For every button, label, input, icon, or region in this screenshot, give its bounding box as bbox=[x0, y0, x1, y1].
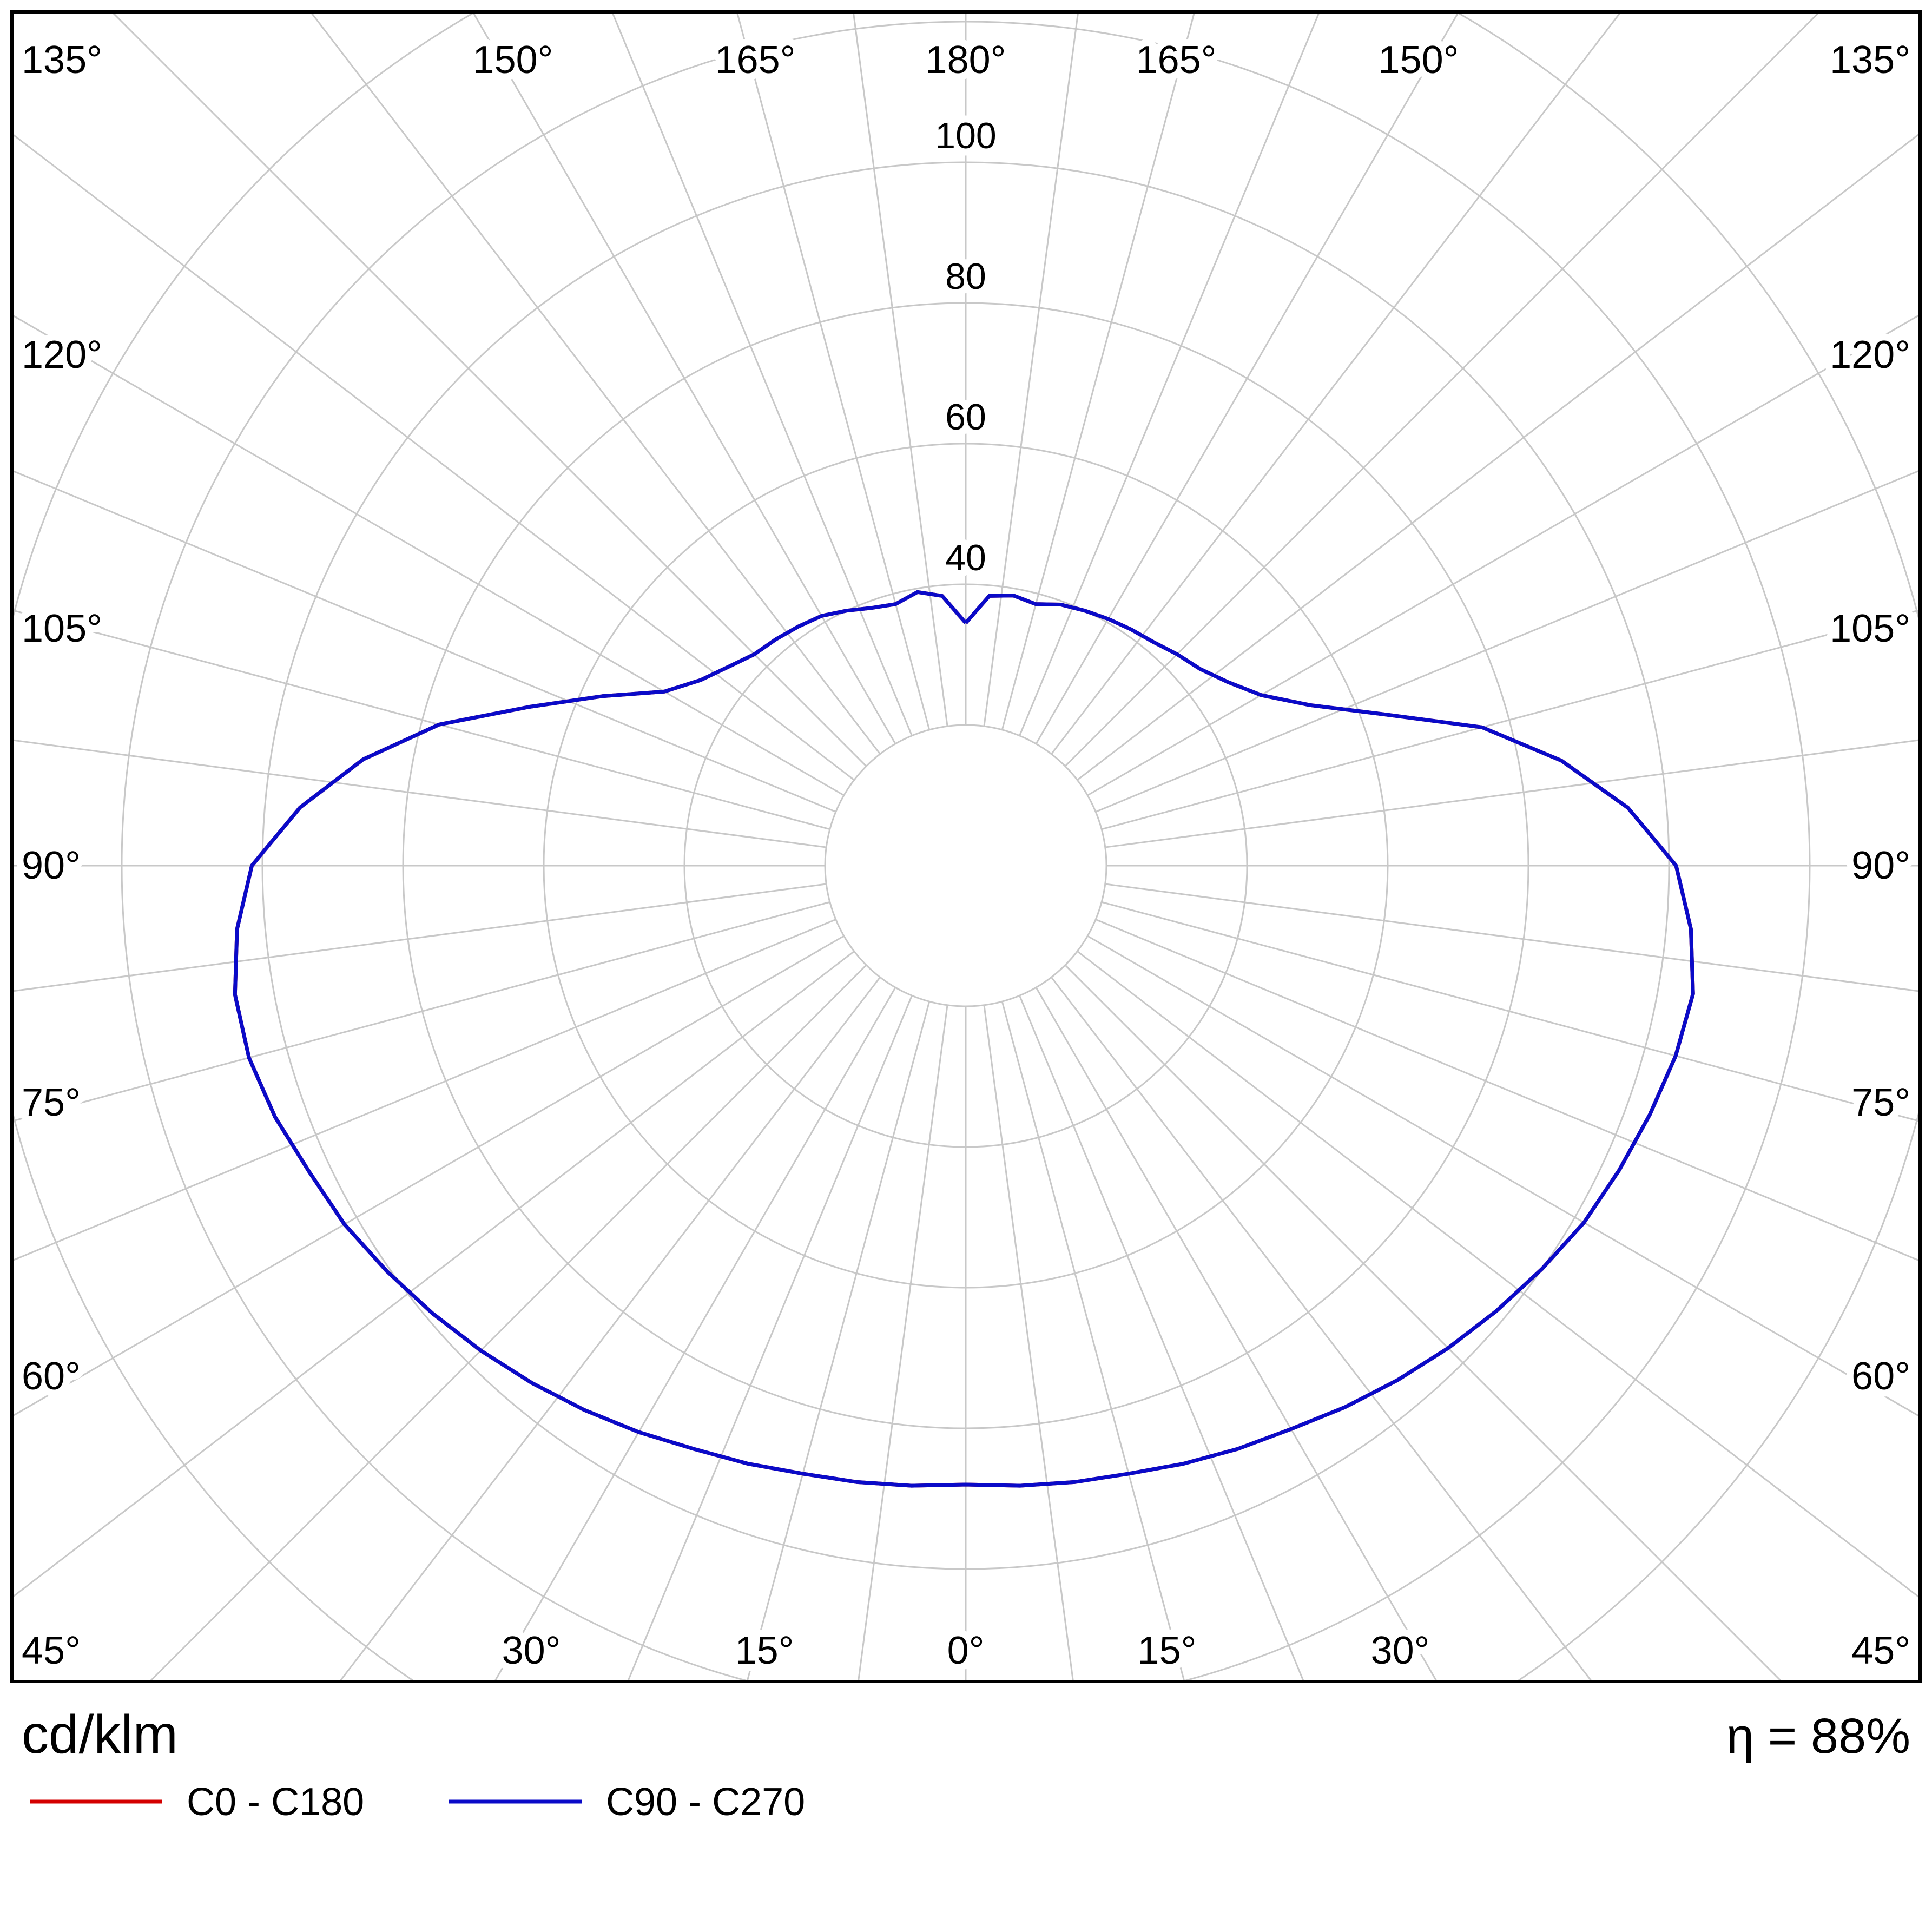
grid-ray bbox=[340, 977, 881, 1680]
grid-ray bbox=[1064, 964, 1782, 1680]
angle-label: 45° bbox=[22, 1629, 81, 1672]
angle-label: 120° bbox=[1830, 333, 1910, 377]
curve-c90-c270 bbox=[233, 590, 1695, 1488]
angle-label: 75° bbox=[1851, 1081, 1910, 1124]
grid-ray bbox=[1035, 987, 1437, 1680]
grid-ray bbox=[14, 951, 855, 1598]
grid-ray bbox=[611, 14, 913, 736]
grid-ray bbox=[472, 14, 896, 744]
angle-label: 105° bbox=[1830, 607, 1910, 650]
units-label: cd/klm bbox=[22, 1704, 178, 1765]
grid-ray bbox=[1001, 1001, 1185, 1680]
angle-label: 75° bbox=[22, 1081, 81, 1124]
angle-label: 135° bbox=[22, 38, 102, 82]
angle-label: 105° bbox=[22, 607, 102, 650]
angle-label: 90° bbox=[22, 844, 81, 887]
angle-label: 120° bbox=[22, 333, 102, 377]
grid-ray bbox=[1101, 609, 1918, 830]
grid-ray bbox=[112, 14, 867, 767]
grid-ray bbox=[853, 14, 948, 727]
grid-ray bbox=[311, 14, 881, 755]
grid-ray bbox=[1035, 14, 1459, 744]
plot-border bbox=[10, 10, 1922, 1683]
grid-ray bbox=[14, 901, 830, 1122]
angle-label: 165° bbox=[715, 38, 796, 82]
angle-label: 30° bbox=[1371, 1629, 1430, 1672]
angle-label: 135° bbox=[1830, 38, 1910, 82]
grid-ray bbox=[1019, 995, 1304, 1680]
grid-ray bbox=[858, 1005, 948, 1680]
angle-label: 0° bbox=[947, 1629, 985, 1672]
angle-label: 90° bbox=[1851, 844, 1910, 887]
grid-ray bbox=[1064, 14, 1819, 767]
grid-ray bbox=[747, 1001, 931, 1680]
angle-label: 60° bbox=[1851, 1355, 1910, 1398]
grid-ray bbox=[14, 919, 836, 1261]
grid-ray bbox=[150, 964, 867, 1680]
grid-ray bbox=[1077, 133, 1918, 781]
grid-ray bbox=[1019, 14, 1320, 736]
distribution-curves bbox=[233, 590, 1695, 1488]
grid-ray bbox=[1101, 901, 1918, 1122]
grid-ray bbox=[14, 609, 830, 830]
grid-ray bbox=[1095, 919, 1918, 1262]
angle-label: 60° bbox=[22, 1355, 81, 1398]
grid-ray bbox=[1077, 951, 1918, 1598]
grid-ray bbox=[1051, 977, 1592, 1680]
legend-label-c0-c180: C0 - C180 bbox=[187, 1781, 364, 1824]
grid-ray bbox=[14, 315, 845, 796]
grid-ray bbox=[1105, 883, 1918, 992]
angle-label: 15° bbox=[1138, 1629, 1197, 1672]
grid-ray bbox=[14, 883, 827, 992]
angle-label: 180° bbox=[926, 38, 1006, 82]
grid-ray bbox=[14, 739, 827, 848]
grid-ray bbox=[1087, 314, 1918, 796]
grid-ray bbox=[14, 935, 845, 1416]
efficiency-label: η = 88% bbox=[1726, 1709, 1910, 1764]
grid-ray bbox=[1105, 739, 1918, 848]
radial-tick-label: 100 bbox=[935, 115, 996, 156]
axis-labels: 0° 15° 15° 30° 30° 45° 45° 60° 60° 75° 75° 90° 90° 10… bbox=[15, 31, 1917, 1679]
grid-ray bbox=[983, 1005, 1074, 1680]
angle-label: 30° bbox=[502, 1629, 561, 1672]
grid-ray bbox=[494, 987, 896, 1680]
radial-tick-label: 80 bbox=[945, 256, 986, 297]
grid-ray bbox=[1001, 14, 1195, 730]
legend-label-c90-c270: C90 - C270 bbox=[606, 1781, 805, 1824]
angle-label: 45° bbox=[1851, 1629, 1910, 1672]
grid-ray bbox=[14, 134, 855, 781]
grid-ray bbox=[627, 995, 913, 1680]
grid-ray bbox=[14, 470, 836, 813]
legend: C0 - C180 C90 - C270 bbox=[30, 1781, 805, 1824]
angle-label: 150° bbox=[1379, 38, 1459, 82]
grid-ray bbox=[1087, 935, 1918, 1417]
grid-ray bbox=[983, 14, 1079, 727]
angle-label: 165° bbox=[1136, 38, 1217, 82]
angle-label: 15° bbox=[735, 1629, 794, 1672]
grid-ray bbox=[736, 14, 931, 730]
radial-tick-label: 60 bbox=[945, 397, 986, 438]
radial-tick-label: 40 bbox=[945, 537, 986, 578]
angle-label: 150° bbox=[473, 38, 553, 82]
grid-ray bbox=[1051, 14, 1621, 755]
